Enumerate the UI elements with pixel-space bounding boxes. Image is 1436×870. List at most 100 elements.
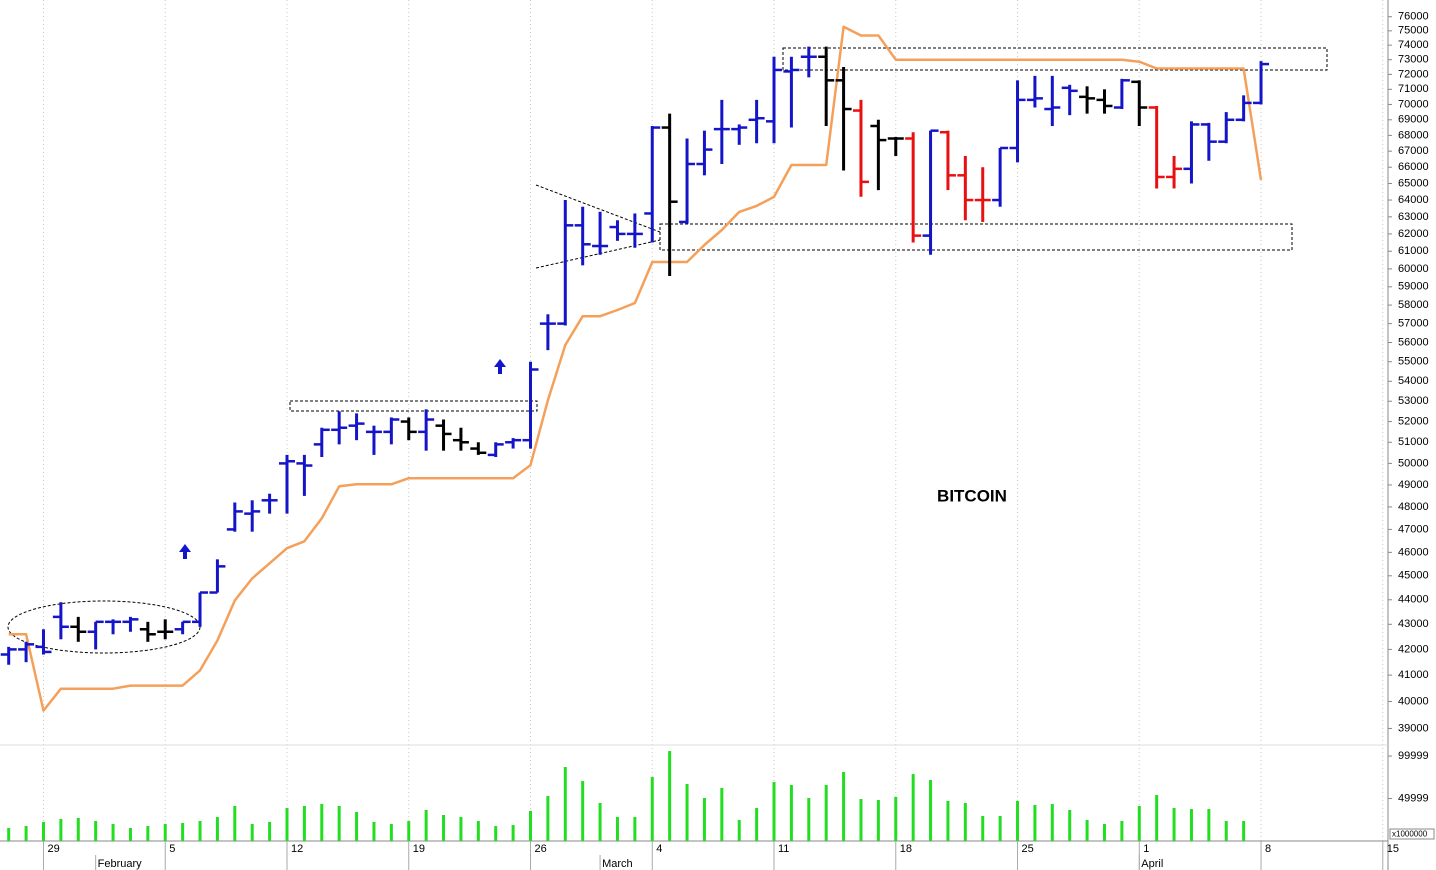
x-tick-label: 11 (778, 843, 789, 855)
volume-tick-label: 99999 (1398, 750, 1429, 762)
annotation: BITCOIN (937, 486, 1007, 505)
volume-bar (1050, 804, 1054, 841)
pattern-box (289, 400, 538, 412)
y-tick-label: 69000 (1398, 114, 1429, 126)
volume-bar (407, 821, 411, 841)
y-tick-label: 58000 (1398, 299, 1429, 311)
volume-bar (1102, 824, 1106, 841)
volume-bar (859, 799, 863, 841)
volume-bar (494, 826, 498, 841)
volume-unit-box (1389, 828, 1435, 840)
volume-bar (268, 821, 272, 841)
y-tick-label: 48000 (1398, 501, 1429, 513)
x-tick-label: 8 (1265, 843, 1271, 855)
volume-bar (1120, 821, 1124, 841)
volume-bar (1172, 808, 1176, 841)
volume-bar (163, 824, 167, 841)
volume-bar (842, 772, 846, 841)
volume-bar (372, 821, 376, 841)
volume-bar (1224, 821, 1228, 841)
up-arrow (179, 544, 191, 559)
pattern-shapes (7, 47, 1328, 654)
volume-bar (198, 821, 202, 841)
volume-bar (737, 820, 741, 841)
y-tick-label: 75000 (1398, 25, 1429, 37)
volume-bar (146, 826, 150, 841)
y-tick-label: 47000 (1398, 523, 1429, 535)
volume-bar (128, 828, 132, 841)
volume-bar (894, 796, 898, 841)
x-tick-label: 19 (413, 843, 425, 855)
volume-bar (7, 828, 11, 841)
y-tick-label: 57000 (1398, 318, 1429, 330)
volume-bar (233, 805, 237, 841)
y-tick-label: 56000 (1398, 336, 1429, 348)
y-tick-label: 68000 (1398, 129, 1429, 141)
volume-bar (111, 824, 115, 841)
y-tick-label: 50000 (1398, 457, 1429, 469)
pattern-line (535, 184, 661, 233)
volume-bar (1155, 795, 1159, 841)
volume-bar (633, 817, 637, 841)
y-tick-label: 53000 (1398, 395, 1429, 407)
month-label: March (602, 858, 633, 870)
volume-bar (546, 796, 550, 841)
volume-bar (529, 811, 533, 841)
volume-bar (755, 808, 759, 841)
volume-bar (320, 804, 324, 841)
volume-bar (181, 822, 185, 841)
volume-bar (41, 821, 45, 841)
volume-unit: x1000000 (1392, 830, 1428, 839)
y-tick-label: 46000 (1398, 546, 1429, 558)
volume-bar (702, 798, 706, 841)
y-tick-label: 67000 (1398, 145, 1429, 157)
volume-bar (459, 817, 463, 841)
volume-bar (581, 781, 585, 841)
volume-bar (876, 800, 880, 841)
volume-bar (389, 824, 393, 841)
y-tick-label: 73000 (1398, 54, 1429, 66)
x-tick-label: 18 (900, 843, 912, 855)
y-tick-label: 43000 (1398, 618, 1429, 630)
y-tick-label: 55000 (1398, 356, 1429, 368)
y-tick-label: 76000 (1398, 11, 1429, 23)
month-label: February (98, 858, 143, 870)
volume-bar (1033, 804, 1037, 841)
y-tick-label: 41000 (1398, 669, 1429, 681)
y-tick-label: 66000 (1398, 161, 1429, 173)
volume-bar (1068, 809, 1072, 841)
volume-bar (598, 803, 602, 841)
volume-bar (668, 751, 672, 841)
x-tick-label: 15 (1387, 843, 1399, 855)
volume-bar (563, 767, 567, 841)
x-tick-label: 12 (291, 843, 303, 855)
y-tick-label: 72000 (1398, 68, 1429, 80)
volume-bar (772, 782, 776, 841)
volume-bar (442, 815, 446, 841)
volume-bar (1207, 809, 1211, 841)
y-tick-label: 42000 (1398, 643, 1429, 655)
y-tick-label: 54000 (1398, 375, 1429, 387)
volume-bar (1085, 820, 1089, 841)
volume-bar (998, 816, 1002, 841)
up-arrow (494, 359, 506, 374)
volume-bar (59, 818, 63, 841)
pattern-ellipse (7, 600, 201, 654)
x-tick-label: 4 (656, 843, 662, 855)
x-tick-label: 1 (1143, 843, 1149, 855)
y-tick-label: 49000 (1398, 479, 1429, 491)
y-tick-label: 70000 (1398, 98, 1429, 110)
x-tick-label: 26 (535, 843, 547, 855)
volume-bar (215, 817, 219, 841)
volume-bar (807, 798, 811, 841)
y-tick-label: 71000 (1398, 83, 1429, 95)
volume-bar (929, 780, 933, 841)
volume-bar (789, 785, 793, 841)
pattern-line (535, 239, 661, 269)
pattern-box (782, 47, 1328, 71)
y-tick-label: 64000 (1398, 194, 1429, 206)
y-tick-label: 44000 (1398, 594, 1429, 606)
volume-bar (511, 825, 515, 841)
